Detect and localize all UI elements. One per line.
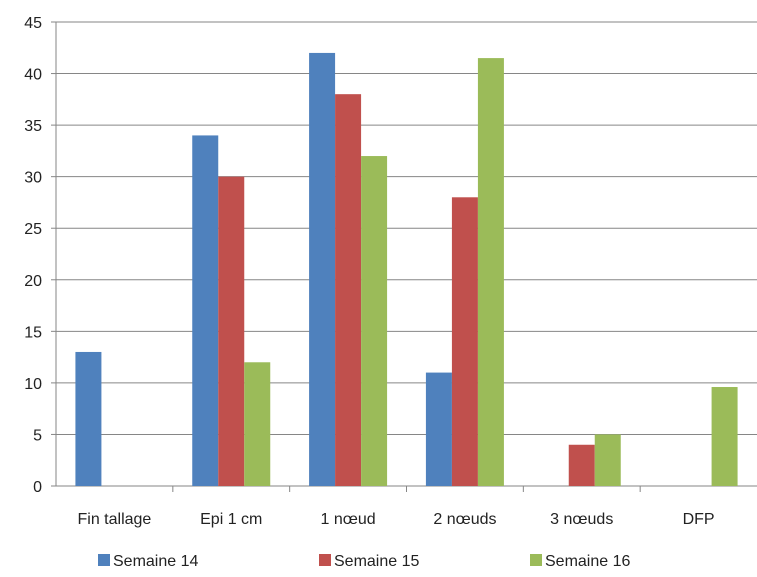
- legend-swatch: [530, 554, 542, 566]
- bar: [335, 94, 362, 486]
- y-tick-label: 40: [24, 67, 42, 84]
- legend-swatch: [319, 554, 331, 566]
- bar: [192, 135, 219, 486]
- bar: [477, 58, 504, 486]
- y-tick-label: 0: [33, 479, 42, 496]
- y-tick-label: 25: [24, 221, 42, 238]
- x-tick-labels: Fin tallage Epi 1 cm 1 nœud 2 nœuds 3 nœuds D…: [78, 511, 715, 528]
- y-tick-label: 20: [24, 273, 42, 290]
- bar: [425, 372, 452, 486]
- x-tick-label: 2 nœuds: [433, 511, 496, 528]
- legend-label: Semaine 15: [334, 553, 419, 570]
- legend: Semaine 14 Semaine 15 Semaine 16: [98, 553, 630, 570]
- y-tick-label: 35: [24, 118, 42, 135]
- y-tick-label: 5: [33, 427, 42, 444]
- x-tick-label: 3 nœuds: [550, 511, 613, 528]
- bar: [309, 52, 336, 486]
- y-tick-label: 10: [24, 376, 42, 393]
- gridlines: [56, 21, 757, 435]
- bar: [75, 351, 102, 486]
- bar: [361, 156, 388, 487]
- bar: [711, 387, 738, 486]
- y-tick-label: 45: [24, 15, 42, 32]
- y-tick-label: 15: [24, 324, 42, 341]
- legend-swatch: [98, 554, 110, 566]
- x-tick-label: Fin tallage: [78, 511, 152, 528]
- y-tick-label: 30: [24, 170, 42, 187]
- bar: [568, 444, 595, 486]
- bar: [594, 434, 621, 486]
- legend-label: Semaine 16: [545, 553, 630, 570]
- x-tick-label: 1 nœud: [321, 511, 376, 528]
- x-tick-label: DFP: [683, 511, 715, 528]
- bar: [244, 362, 271, 486]
- bar: [218, 176, 245, 486]
- legend-label: Semaine 14: [113, 553, 198, 570]
- x-tick-label: Epi 1 cm: [200, 511, 262, 528]
- axes: [51, 21, 757, 492]
- bars: [75, 52, 738, 487]
- y-tick-labels: 0 5 10 15 20 25 30 35 40 45: [24, 15, 42, 496]
- bar: [451, 197, 478, 487]
